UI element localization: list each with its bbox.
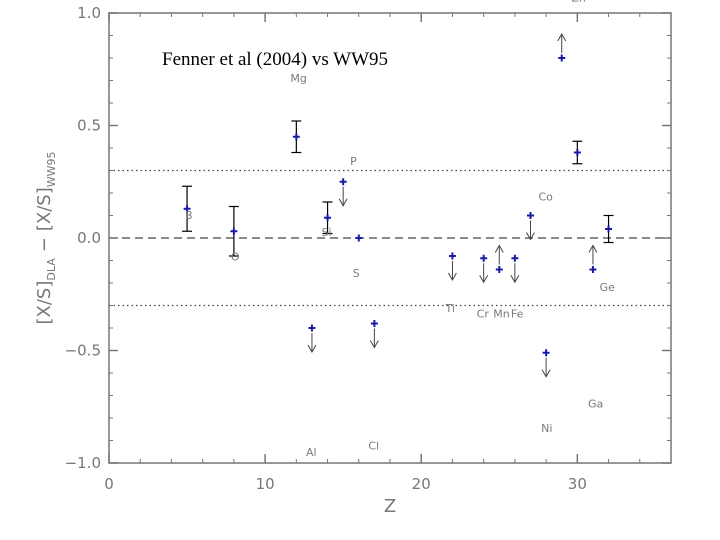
y-tick-label: 0.0 — [77, 229, 101, 247]
element-label-ge: Ge — [600, 281, 616, 294]
element-label-mn: Mn — [493, 308, 509, 321]
element-label-mg: Mg — [290, 72, 306, 85]
element-label-o: O — [231, 250, 240, 263]
y-axis-title-sub-b: WW95 — [45, 152, 58, 188]
x-tick-label: 30 — [568, 475, 587, 493]
axis-ticks: 0 10 20 30 −1.0 −0.5 0.0 0.5 1.0 — [65, 4, 671, 493]
limit-arrowhead-co — [526, 232, 535, 241]
chart-title: Fenner et al (2004) vs WW95 — [162, 49, 388, 70]
y-tick-label: 1.0 — [77, 4, 101, 22]
y-axis-title: [X/S]DLA−[X/S]WW95 — [34, 152, 58, 325]
y-axis-title-sub-a: DLA — [45, 258, 58, 281]
limit-arrowhead-cl — [369, 340, 379, 349]
element-label-s: S — [353, 267, 360, 280]
y-tick-label: −0.5 — [65, 342, 101, 360]
element-label-cr: Cr — [477, 307, 490, 320]
y-axis-title-part-a: [X/S] — [34, 281, 55, 325]
x-axis-title: Z — [384, 496, 396, 517]
element-label-si: Si — [322, 226, 332, 239]
x-tick-label: 0 — [104, 475, 114, 493]
element-label-al: Al — [306, 446, 317, 459]
x-tick-label: 20 — [412, 475, 431, 493]
element-label-cl: Cl — [368, 440, 379, 453]
element-label-b: B — [185, 209, 193, 222]
element-label-co: Co — [539, 191, 554, 204]
element-label-zn: Zn — [571, 0, 586, 5]
element-label-ni: Ni — [541, 422, 552, 435]
limit-arrowhead-mn — [494, 244, 504, 253]
limit-arrowhead-ga — [588, 244, 598, 253]
y-tick-label: 0.5 — [77, 117, 101, 135]
limit-arrowhead-cr — [479, 275, 489, 284]
limit-arrowhead-cu — [557, 32, 567, 42]
limit-arrowhead-p — [338, 198, 348, 207]
y-axis-title-minus: − — [34, 237, 55, 252]
x-tick-label: 10 — [256, 475, 275, 493]
limit-arrowhead-fe — [510, 275, 520, 284]
limit-arrowhead-ti — [448, 272, 457, 282]
data-marks: BOMgAlSiPSClTiCrMnFeCoNiCuZnGaGe — [182, 0, 615, 459]
element-label-fe: Fe — [511, 307, 524, 320]
y-axis-title-part-b: [X/S] — [34, 187, 55, 231]
limit-arrowhead-ni — [541, 369, 551, 378]
element-label-ti: Ti — [444, 302, 454, 315]
y-tick-label: −1.0 — [65, 454, 101, 472]
element-label-ga: Ga — [588, 398, 603, 411]
element-label-p: P — [350, 155, 357, 168]
limit-arrowhead-al — [307, 344, 317, 354]
reference-lines — [109, 169, 671, 307]
